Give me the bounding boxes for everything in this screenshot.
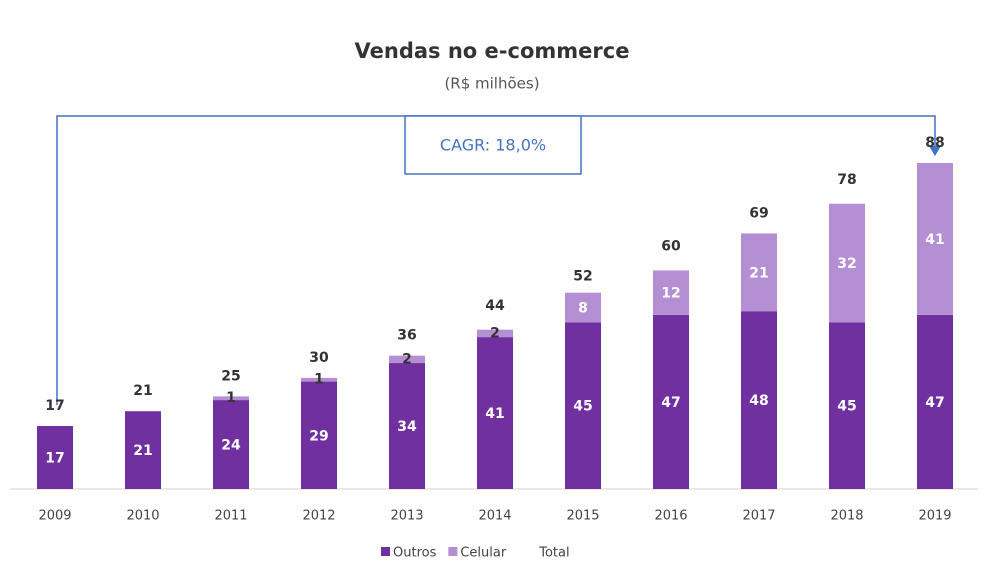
total-label: 78 bbox=[837, 172, 856, 188]
total-label: 17 bbox=[45, 398, 64, 414]
data-label: 32 bbox=[837, 256, 856, 272]
x-tick-label: 2014 bbox=[478, 509, 511, 524]
data-label: 45 bbox=[837, 399, 856, 415]
total-label: 30 bbox=[309, 350, 329, 366]
total-label: 69 bbox=[749, 205, 768, 221]
legend-label: Outros bbox=[393, 546, 437, 561]
bar-segment bbox=[301, 377, 337, 382]
chart-title: Vendas no e-commerce bbox=[355, 39, 630, 63]
data-label: 47 bbox=[925, 395, 944, 411]
x-tick-label: 2010 bbox=[126, 509, 159, 524]
total-label: 36 bbox=[397, 328, 416, 344]
annotation: CAGR: 18,0% bbox=[440, 136, 546, 155]
total-label: 44 bbox=[485, 298, 505, 314]
total-label: 21 bbox=[133, 383, 152, 399]
x-tick-label: 2018 bbox=[830, 509, 863, 524]
data-label: 41 bbox=[485, 406, 504, 422]
bar-segment bbox=[477, 329, 513, 338]
bar-segment bbox=[301, 381, 337, 489]
chart-subtitle: (R$ milhões) bbox=[444, 75, 539, 93]
bar-segment bbox=[829, 322, 865, 489]
data-label: 41 bbox=[925, 232, 944, 248]
data-label: 29 bbox=[309, 428, 328, 444]
bar-segment bbox=[213, 396, 249, 401]
legend-label: Total bbox=[538, 546, 569, 561]
total-label: 25 bbox=[221, 368, 240, 384]
bar-segment bbox=[125, 411, 161, 489]
arrow-head bbox=[929, 146, 941, 156]
bar-segment bbox=[389, 363, 425, 489]
bar-segment bbox=[213, 400, 249, 489]
bar-segment bbox=[829, 203, 865, 323]
total-label: 88 bbox=[925, 135, 944, 151]
bar-segment bbox=[741, 233, 777, 312]
data-label: 24 bbox=[221, 438, 241, 454]
data-label: 2 bbox=[490, 325, 500, 341]
x-tick-label: 2016 bbox=[654, 509, 687, 524]
total-label: 52 bbox=[573, 268, 592, 284]
bar-segment bbox=[653, 270, 689, 315]
data-label: 17 bbox=[45, 451, 64, 467]
x-tick-label: 2012 bbox=[302, 509, 335, 524]
total-label: 60 bbox=[661, 239, 681, 255]
data-label: 21 bbox=[749, 265, 768, 281]
bar-segment bbox=[565, 292, 601, 323]
data-label: 1 bbox=[314, 372, 324, 388]
data-label: 12 bbox=[661, 286, 680, 302]
x-tick-label: 2013 bbox=[390, 509, 423, 524]
data-label: 47 bbox=[661, 395, 680, 411]
bar-segment bbox=[565, 322, 601, 489]
bar-segment bbox=[917, 314, 953, 489]
data-label: 21 bbox=[133, 443, 152, 459]
x-tick-label: 2019 bbox=[918, 509, 951, 524]
bar-segment bbox=[389, 355, 425, 364]
bar-segment bbox=[37, 426, 73, 489]
data-label: 45 bbox=[573, 399, 592, 415]
legend-swatch bbox=[448, 547, 458, 556]
annotation-box bbox=[404, 115, 582, 175]
data-label: 8 bbox=[578, 300, 588, 316]
bar-segment bbox=[477, 337, 513, 489]
data-label: 2 bbox=[402, 351, 412, 367]
legend-label: Celular bbox=[460, 546, 507, 561]
legend-swatch bbox=[381, 547, 390, 556]
data-label: 1 bbox=[226, 390, 236, 406]
bar-segment bbox=[741, 311, 777, 489]
bar-segment bbox=[653, 314, 689, 489]
bar-segment bbox=[917, 163, 953, 315]
x-tick-label: 2015 bbox=[566, 509, 599, 524]
x-tick-label: 2009 bbox=[38, 509, 71, 524]
data-label: 34 bbox=[397, 419, 417, 435]
data-label: 48 bbox=[749, 393, 768, 409]
x-tick-label: 2011 bbox=[214, 509, 247, 524]
x-tick-label: 2017 bbox=[742, 509, 775, 524]
